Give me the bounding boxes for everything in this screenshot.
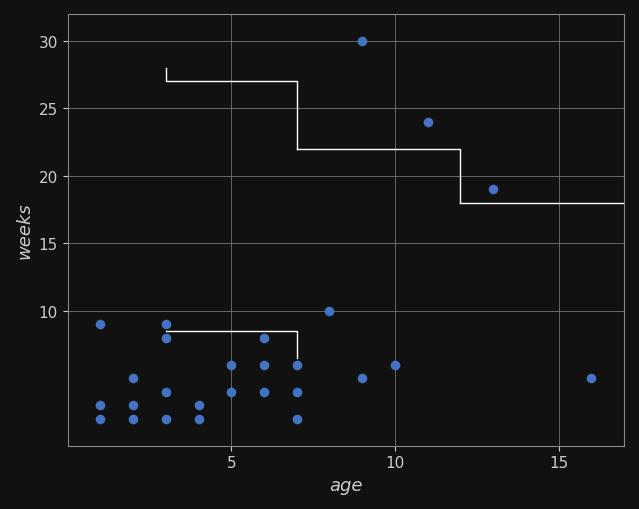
Point — [128, 375, 138, 383]
Point — [325, 307, 335, 315]
Point — [259, 361, 269, 369]
Point — [161, 321, 171, 329]
Point — [128, 415, 138, 423]
Point — [390, 361, 400, 369]
Point — [95, 402, 105, 410]
Point — [128, 402, 138, 410]
Point — [226, 388, 236, 396]
Y-axis label: weeks: weeks — [15, 202, 33, 259]
Point — [291, 415, 302, 423]
Point — [291, 361, 302, 369]
Point — [226, 361, 236, 369]
X-axis label: age: age — [329, 476, 362, 494]
Point — [259, 388, 269, 396]
Point — [161, 388, 171, 396]
Point — [95, 321, 105, 329]
Point — [422, 119, 433, 127]
Point — [357, 38, 367, 46]
Point — [161, 415, 171, 423]
Point — [259, 334, 269, 342]
Point — [194, 415, 204, 423]
Point — [488, 186, 498, 194]
Point — [95, 415, 105, 423]
Point — [357, 375, 367, 383]
Point — [161, 334, 171, 342]
Point — [586, 375, 596, 383]
Point — [194, 402, 204, 410]
Point — [291, 388, 302, 396]
